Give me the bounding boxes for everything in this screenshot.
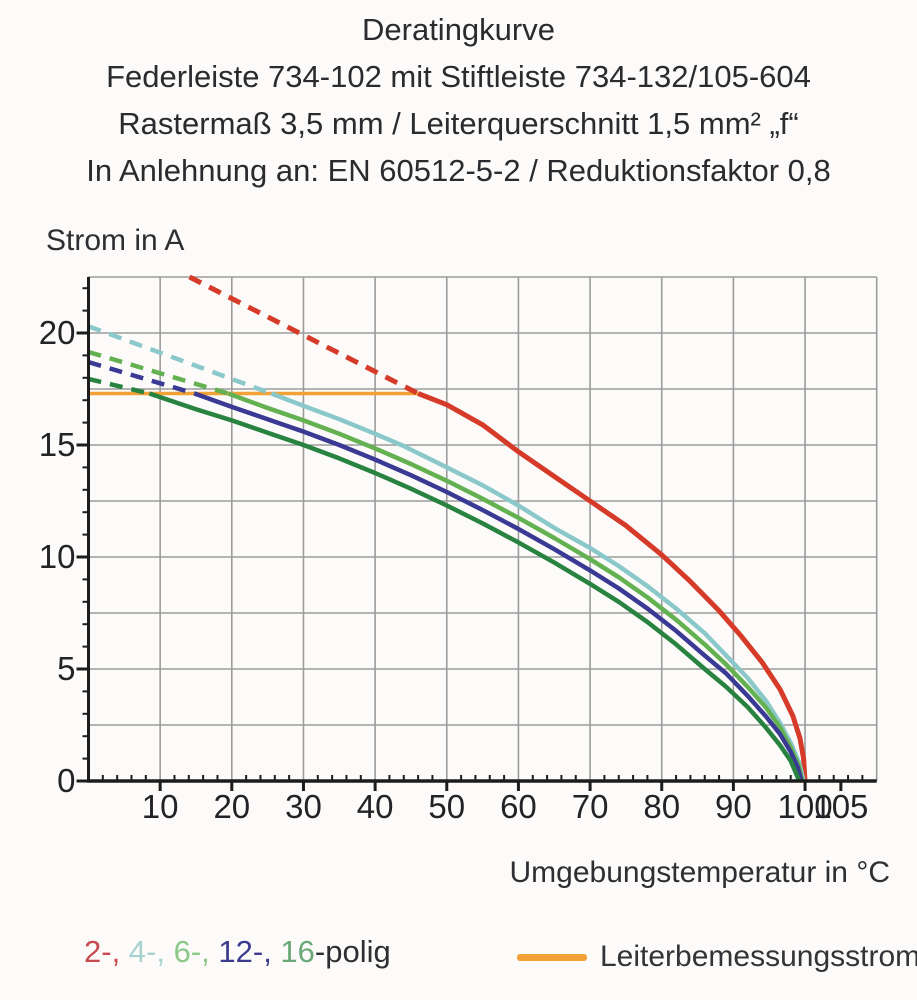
series-4-polig-solid xyxy=(270,391,806,782)
legend-item-12-polig: 12-, xyxy=(218,934,281,969)
title-line-4: In Anlehnung an: EN 60512-5-2 / Reduktio… xyxy=(86,153,831,188)
x-tick-label-30: 30 xyxy=(285,788,322,825)
y-tick-label-20: 20 xyxy=(39,314,76,351)
x-tick-label-60: 60 xyxy=(500,788,537,825)
x-tick-label-10: 10 xyxy=(142,788,179,825)
chart-title-block: Deratingkurve Federleiste 734-102 mit St… xyxy=(0,6,917,194)
legend-item-6-polig: 6-, xyxy=(173,934,219,969)
series-6-polig-solid xyxy=(227,391,805,782)
legend-item-polig-suffix: -polig xyxy=(314,934,391,969)
x-tick-label-100: 100 xyxy=(778,788,833,825)
legend-pole-counts: 2-, 4-, 6-, 12-, 16-polig xyxy=(84,934,391,970)
rated-current-swatch xyxy=(517,953,587,961)
series-2-polig-solid xyxy=(417,391,808,782)
x-axis-label: Umgebungstemperatur in °C xyxy=(509,856,890,889)
series-6-polig-dashed xyxy=(87,349,229,396)
series-16-polig-solid xyxy=(148,391,802,782)
y-axis-label: Strom in A xyxy=(46,224,185,257)
x-tick-label-70: 70 xyxy=(572,788,609,825)
x-tick-label-90: 90 xyxy=(715,788,752,825)
legend-rated-current: Leiterbemessungsstrom xyxy=(517,938,917,976)
series-16-polig-dashed xyxy=(87,376,150,396)
x-tick-label-40: 40 xyxy=(357,788,394,825)
y-tick-label-0: 0 xyxy=(57,762,75,799)
y-tick-label-15: 15 xyxy=(39,426,76,463)
x-tick-label-50: 50 xyxy=(428,788,465,825)
x-tick-label-20: 20 xyxy=(213,788,250,825)
legend-item-2-polig: 2-, xyxy=(84,934,129,969)
title-line-3: Rastermaß 3,5 mm / Leiterquerschnitt 1,5… xyxy=(118,106,799,141)
series-12-polig-dashed xyxy=(87,359,196,396)
x-tick-label-80: 80 xyxy=(643,788,680,825)
title-line-2: Federleiste 734-102 mit Stiftleiste 734-… xyxy=(106,59,811,94)
rated-current-label: Leiterbemessungsstrom xyxy=(600,940,917,973)
series-12-polig-solid xyxy=(193,391,804,782)
y-tick-label-5: 5 xyxy=(57,650,75,687)
axes xyxy=(76,277,877,791)
series-4-polig-dashed xyxy=(87,324,272,396)
x-tick-label-105: 105 xyxy=(813,788,868,825)
legend-item-16-polig: 16 xyxy=(280,934,315,969)
title-line-1: Deratingkurve xyxy=(362,12,555,47)
legend-item-4-polig: 4-, xyxy=(128,934,174,969)
y-tick-label-10: 10 xyxy=(39,538,76,575)
